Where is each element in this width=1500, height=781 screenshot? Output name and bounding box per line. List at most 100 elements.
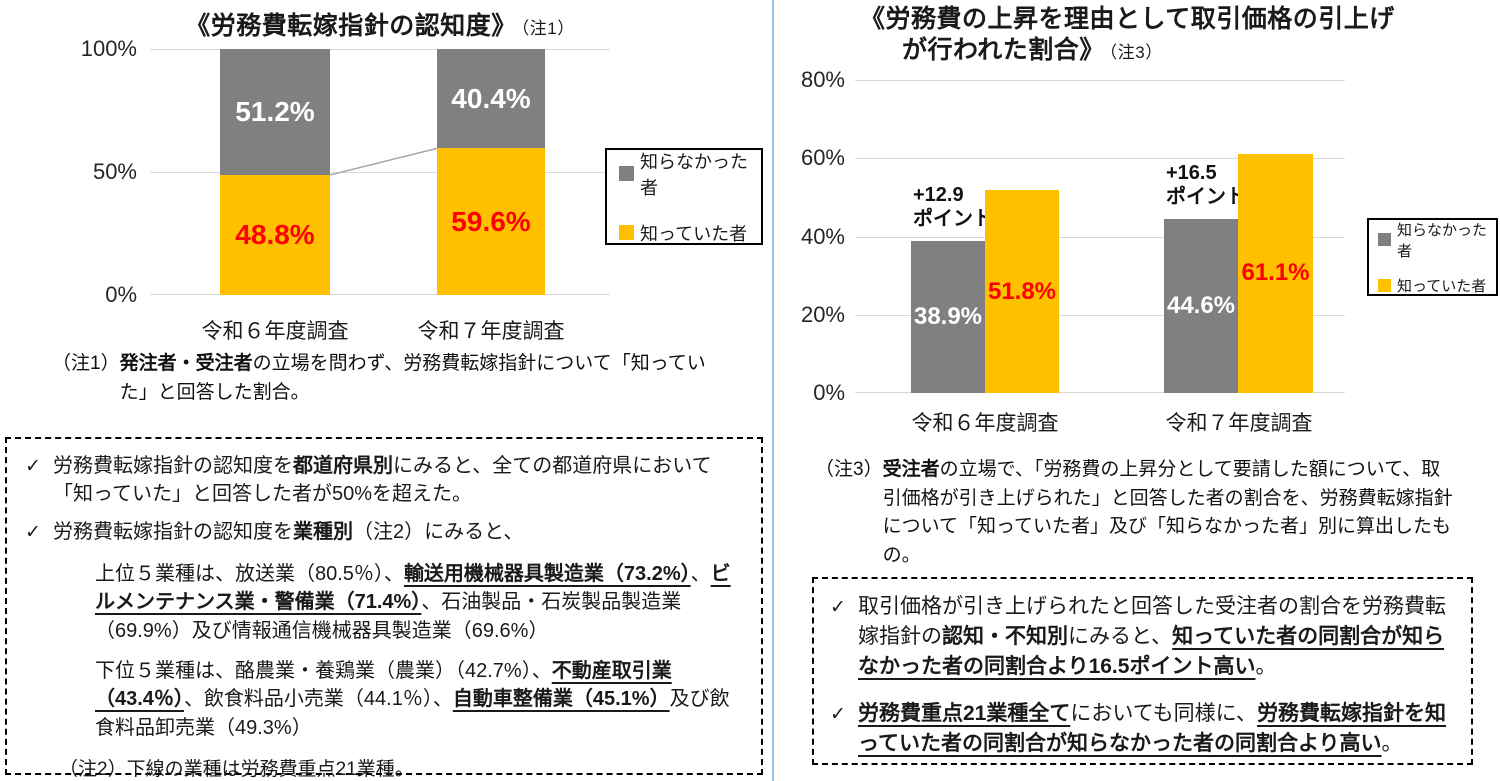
annotation-plus-16-5-points: +16.5 ポイント <box>1166 161 1266 209</box>
value-label: 59.6% <box>451 205 531 237</box>
text-segment: 上位５業種は、放送業（80.5％）、 <box>95 562 404 585</box>
text-segment: 、石油製品・石炭製品製造業（69.9%）及び情報通信機械器具製造業（69.6%） <box>95 591 682 642</box>
bar-column-reiwa6: 51.2% 48.8% <box>220 49 330 295</box>
chart2-ytick-20: 20% <box>800 302 845 327</box>
text-segment: 認知・不知別 <box>942 625 1068 649</box>
gridline <box>150 294 610 295</box>
check-icon: ✓ <box>25 521 41 543</box>
text-segment: 都道府県別 <box>293 455 393 477</box>
bar-segment-shitteita-reiwa7: 59.6% <box>437 148 545 295</box>
chart1-legend: 知らなかった者 知っていた者 <box>605 148 763 245</box>
summary-bullet: ✓ 労務費転嫁指針の認知度を都道府県別にみると、全ての都道府県において「知ってい… <box>25 452 745 509</box>
summary-box-left: ✓ 労務費転嫁指針の認知度を都道府県別にみると、全ての都道府県において「知ってい… <box>5 437 763 780</box>
text-segment: 。 <box>1381 732 1403 756</box>
value-label: 38.9% <box>913 302 983 330</box>
bullet-text: 労務費転嫁指針の認知度を都道府県別にみると、全ての都道府県において「知っていた」… <box>53 452 745 509</box>
gridline <box>150 172 610 173</box>
text-segment: 。 <box>1255 655 1277 679</box>
text-segment: 労務費転嫁指針の認知度を <box>53 520 293 543</box>
bar-shitteita-reiwa7: 61.1% <box>1238 153 1313 393</box>
text-segment: 、飲食料品小売業（44.1％）、 <box>183 688 453 711</box>
annotation-line: +12.9 <box>913 183 964 206</box>
chart2-title: 《労務費の上昇を理由として取引価格の引上げ が行われた割合》 （注3） <box>860 4 1435 68</box>
value-label: 51.2% <box>235 95 315 127</box>
check-icon: ✓ <box>25 456 41 477</box>
legend-label: 知らなかった者 <box>1397 221 1488 260</box>
bar-column-reiwa7: 40.4% 59.6% <box>437 49 545 295</box>
note3-text: 受注者の立場で、「労務費の上昇分として要請した額について、取引価格が引き上げられ… <box>883 456 1459 570</box>
bar-shiranakatta-reiwa6: 38.9% <box>911 240 985 393</box>
chart2-ytick-0: 0% <box>813 380 845 405</box>
text-segment: 輸送用機械器具製造業（73.2%） <box>403 562 691 585</box>
chart1-plot: 51.2% 48.8% 40.4% 59.6% <box>150 49 610 295</box>
summary-bullet: ✓ 取引価格が引き上げられたと回答した受注者の割合を労務費転嫁指針の認知・不知別… <box>830 592 1457 682</box>
text-segment: においても同様に、 <box>1070 702 1258 726</box>
legend-label: 知っていた者 <box>640 223 748 244</box>
gridline <box>855 392 1345 393</box>
chart2-legend: 知らなかった者 知っていた者 <box>1367 218 1498 296</box>
gridline <box>150 49 610 50</box>
bar-segment-shitteita-reiwa6: 48.8% <box>220 174 330 295</box>
chart1-title-text: 《労務費転嫁指針の認知度》 <box>185 12 517 40</box>
note1: （注1） 発注者・受注者の立場を問わず、労務費転嫁指針について「知っていた」と回… <box>52 350 742 407</box>
chart1-category-reiwa7: 令和７年度調査 <box>417 320 565 343</box>
legend-item-shiranakatta: 知らなかった者 <box>1378 219 1496 261</box>
note1-text: 発注者・受注者の立場を問わず、労務費転嫁指針について「知っていた」と回答した割合… <box>120 350 725 407</box>
legend-item-shitteita: 知っていた者 <box>619 220 761 246</box>
chart1-category-reiwa6: 令和６年度調査 <box>201 320 349 343</box>
text-segment: 及び飲食料品卸売業（49.3%） <box>95 688 730 739</box>
gridline <box>855 315 1345 316</box>
chart2-title-line2-text: が行われた割合》 <box>902 36 1105 64</box>
check-icon: ✓ <box>830 597 846 618</box>
chart2-title-line2: が行われた割合》 （注3） <box>860 35 1435 68</box>
text-segment: 、 <box>690 562 711 585</box>
note1-label: （注1） <box>52 353 120 374</box>
note3-label: （注3） <box>815 459 883 480</box>
summary-bullet: ✓ 労務費重点21業種全てにおいても同様に、労務費転嫁指針を知っていた者の同割合… <box>830 699 1457 759</box>
bar-shiranakatta-reiwa7: 44.6% <box>1164 218 1238 393</box>
text-segment: 受注者 <box>882 459 940 480</box>
summary-bullet: ✓ 労務費転嫁指針の認知度を業種別（注2）にみると、 <box>25 518 745 547</box>
legend-label: 知っていた者 <box>1397 277 1487 295</box>
chart2-category-reiwa7: 令和７年度調査 <box>1165 412 1313 435</box>
text-segment: 労務費転嫁指針の認知度を <box>53 455 293 477</box>
annotation-plus-12-9-points: +12.9 ポイント <box>913 183 1013 231</box>
gridline <box>855 158 1345 159</box>
bottom5-industries-text: 下位５業種は、酪農業・養鶏業（農業）（42.7%）、不動産取引業（43.4％）、… <box>95 657 749 742</box>
value-label: 61.1% <box>1241 259 1310 287</box>
panel-divider <box>772 0 774 781</box>
chart2-title-note: （注3） <box>1108 43 1163 62</box>
chart2-ytick-80: 80% <box>800 67 845 92</box>
text-segment: の立場を問わず、労務費転嫁指針について「知っていた」と回答した割合。 <box>119 353 706 403</box>
text-segment: ビルメンテナンス業・警備業（71.4%） <box>95 562 731 614</box>
series-connector-line <box>329 147 438 176</box>
chart2-title-line1: 《労務費の上昇を理由として取引価格の引上げ <box>860 5 1395 33</box>
text-segment: にみると、全ての都道府県において「知っていた」と回答した者が50%を超えた。 <box>53 455 712 506</box>
note3: （注3） 受注者の立場で、「労務費の上昇分として要請した額について、取引価格が引… <box>815 456 1475 570</box>
text-segment: 自動車整備業（45.1%） <box>452 688 670 711</box>
text-segment: 労務費転嫁指針を知っていた者の同割合が知らなかった者の同割合より高い <box>858 702 1447 756</box>
text-segment: 知っていた者の同割合が知らなかった者の同割合より16.5ポイント高い <box>858 625 1445 679</box>
text-segment: 労務費重点21業種全て <box>858 702 1071 726</box>
bullet-text: 取引価格が引き上げられたと回答した受注者の割合を労務費転嫁指針の認知・不知別にみ… <box>858 592 1457 682</box>
top5-industries-text: 上位５業種は、放送業（80.5％）、輸送用機械器具製造業（73.2%）、ビルメン… <box>95 560 749 645</box>
text-segment: （注2）にみると、 <box>353 520 524 543</box>
bullet-text: 労務費転嫁指針の認知度を業種別（注2）にみると、 <box>53 518 523 547</box>
bar-segment-shiranakatta-reiwa6: 51.2% <box>220 49 330 175</box>
note2: （注2）下線の業種は労務費重点21業種。 <box>59 754 745 781</box>
chart2-category-reiwa6: 令和６年度調査 <box>911 412 1059 435</box>
chart1-title-note: （注1） <box>520 19 575 38</box>
text-segment: 取引価格が引き上げられたと回答した受注者の割合を労務費転嫁指針の <box>858 595 1446 649</box>
check-icon: ✓ <box>830 704 846 726</box>
text-segment: （注2）下線の業種は労務費重点21業種。 <box>59 759 414 781</box>
text-segment: 下位５業種は、酪農業・養鶏業（農業）（42.7%）、 <box>95 659 552 682</box>
bullet-text: 労務費重点21業種全てにおいても同様に、労務費転嫁指針を知っていた者の同割合が知… <box>858 699 1457 759</box>
text-segment: 発注者・受注者 <box>119 353 253 374</box>
chart1-ytick-50: 50% <box>92 159 137 184</box>
annotation-line: +16.5 <box>1166 161 1217 184</box>
gridline <box>855 80 1345 81</box>
value-label: 44.6% <box>1166 291 1236 319</box>
chart2-ytick-40: 40% <box>800 224 845 249</box>
bar-shitteita-reiwa6: 51.8% <box>985 190 1059 393</box>
gridline <box>855 237 1345 238</box>
